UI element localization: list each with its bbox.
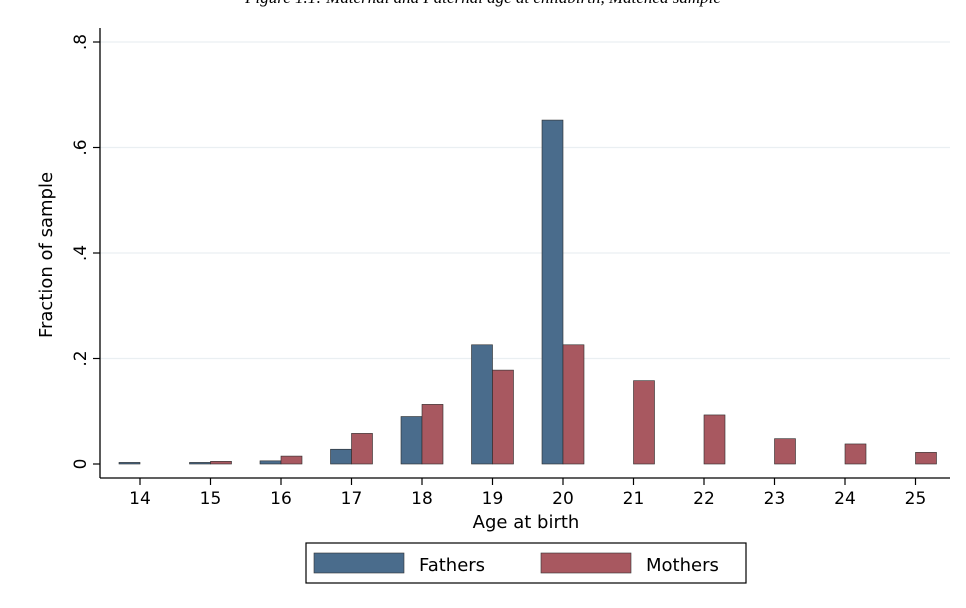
x-ticks: 14 15 16 17 18 19 20 21 22 23 24 25 — [129, 478, 926, 509]
bar-mothers-22 — [703, 414, 726, 465]
bar-fathers-15 — [189, 462, 211, 465]
bar-mothers-16 — [280, 455, 303, 465]
bar-mothers-25 — [915, 452, 937, 465]
y-tick-label: .8 — [71, 34, 91, 50]
x-axis-title: Age at birth — [473, 512, 580, 533]
x-tick-label: 18 — [411, 489, 433, 509]
bar-mothers-19 — [492, 369, 514, 465]
bars — [118, 119, 937, 465]
x-tick-label: 23 — [764, 489, 786, 509]
bar-mothers-23 — [774, 438, 796, 465]
x-tick-label: 16 — [270, 489, 292, 509]
bar-mothers-15 — [210, 461, 232, 465]
bar-fathers-18 — [400, 416, 423, 465]
figure-caption: Figure 1.1: Maternal and Paternal age at… — [0, 0, 966, 10]
x-tick-label: 19 — [482, 489, 504, 509]
x-tick-label: 17 — [341, 489, 363, 509]
x-tick-label: 14 — [129, 489, 151, 509]
bar-mothers-18 — [421, 404, 444, 465]
x-tick-label: 15 — [200, 489, 222, 509]
x-tick-label: 20 — [552, 489, 574, 509]
y-tick-label: 0 — [71, 459, 91, 470]
bar-mothers-24 — [844, 443, 867, 465]
y-axis-title: Fraction of sample — [36, 172, 57, 338]
bar-fathers-20 — [541, 119, 564, 465]
legend-label-mothers: Mothers — [646, 555, 719, 576]
bar-fathers-16 — [259, 460, 282, 465]
legend: Fathers Mothers — [305, 542, 747, 584]
legend-swatch-mothers — [540, 552, 632, 574]
x-tick-label: 25 — [905, 489, 927, 509]
y-tick-label: .6 — [71, 139, 91, 155]
bar-fathers-19 — [471, 344, 493, 465]
gridlines — [100, 41, 950, 360]
x-tick-label: 21 — [623, 489, 645, 509]
legend-label-fathers: Fathers — [419, 555, 485, 576]
y-tick-label: .4 — [71, 245, 91, 261]
x-tick-label: 22 — [693, 489, 715, 509]
bar-mothers-21 — [633, 380, 655, 465]
legend-swatch-fathers — [313, 552, 405, 574]
y-tick-label: .2 — [71, 350, 91, 366]
bar-fathers-17 — [330, 448, 352, 465]
bar-mothers-17 — [351, 433, 373, 465]
bar-mothers-20 — [562, 344, 585, 465]
bar-fathers-14 — [118, 462, 141, 465]
y-ticks: 0 .2 .4 .6 .8 — [71, 34, 100, 470]
x-tick-label: 24 — [834, 489, 856, 509]
